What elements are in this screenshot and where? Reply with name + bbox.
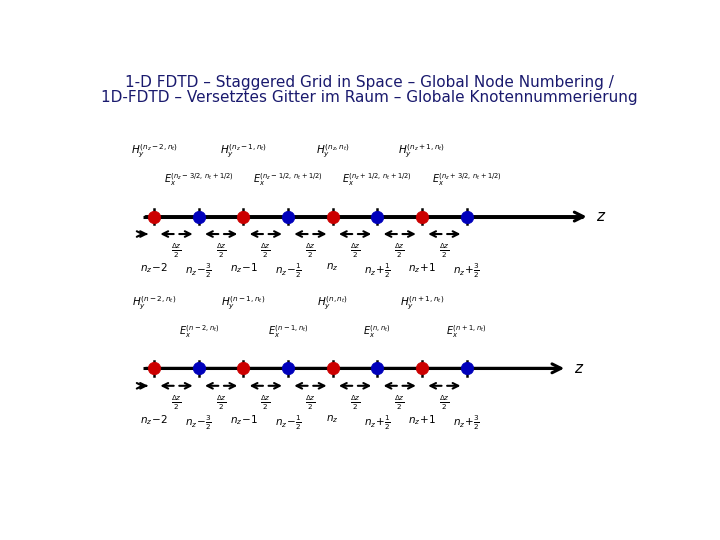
Text: $\frac{\Delta z}{2}$: $\frac{\Delta z}{2}$ bbox=[261, 241, 271, 260]
Text: $H_y^{(n+1,n_t)}$: $H_y^{(n+1,n_t)}$ bbox=[400, 295, 444, 312]
Text: $n_z\!+\!1$: $n_z\!+\!1$ bbox=[408, 261, 436, 275]
Text: $E_x^{(n_z+1/2,\,n_t+1/2)}$: $E_x^{(n_z+1/2,\,n_t+1/2)}$ bbox=[343, 172, 413, 188]
Text: $n_z\!+\!\frac{1}{2}$: $n_z\!+\!\frac{1}{2}$ bbox=[364, 261, 391, 280]
Text: $\frac{\Delta z}{2}$: $\frac{\Delta z}{2}$ bbox=[216, 241, 227, 260]
Text: $n_z\!-\!\frac{3}{2}$: $n_z\!-\!\frac{3}{2}$ bbox=[186, 261, 212, 280]
Text: $\frac{\Delta z}{2}$: $\frac{\Delta z}{2}$ bbox=[439, 241, 450, 260]
Text: $n_z\!-\!2$: $n_z\!-\!2$ bbox=[140, 413, 168, 427]
Text: $\frac{\Delta z}{2}$: $\frac{\Delta z}{2}$ bbox=[395, 241, 405, 260]
Text: $n_z$: $n_z$ bbox=[326, 413, 339, 425]
Text: $E_x^{(n_z-1/2,\,n_t+1/2)}$: $E_x^{(n_z-1/2,\,n_t+1/2)}$ bbox=[253, 172, 323, 188]
Text: $n_z\!-\!\frac{3}{2}$: $n_z\!-\!\frac{3}{2}$ bbox=[186, 413, 212, 431]
Text: 1-D FDTD – Staggered Grid in Space – Global Node Numbering /: 1-D FDTD – Staggered Grid in Space – Glo… bbox=[125, 75, 613, 90]
Text: $\frac{\Delta z}{2}$: $\frac{\Delta z}{2}$ bbox=[439, 393, 450, 411]
Text: $n_z\!+\!1$: $n_z\!+\!1$ bbox=[408, 413, 436, 427]
Text: $H_y^{(n_z,n_t)}$: $H_y^{(n_z,n_t)}$ bbox=[316, 143, 349, 160]
Text: $n_z\!+\!\frac{1}{2}$: $n_z\!+\!\frac{1}{2}$ bbox=[364, 413, 391, 431]
Text: $H_y^{(n,n_t)}$: $H_y^{(n,n_t)}$ bbox=[318, 295, 348, 312]
Text: $\frac{\Delta z}{2}$: $\frac{\Delta z}{2}$ bbox=[350, 393, 361, 411]
Text: $\frac{\Delta z}{2}$: $\frac{\Delta z}{2}$ bbox=[171, 241, 182, 260]
Text: $\frac{\Delta z}{2}$: $\frac{\Delta z}{2}$ bbox=[216, 393, 227, 411]
Text: $E_x^{(n-2,n_t)}$: $E_x^{(n-2,n_t)}$ bbox=[179, 323, 219, 340]
Text: $n_z\!-\!1$: $n_z\!-\!1$ bbox=[230, 261, 257, 275]
Text: $z$: $z$ bbox=[596, 209, 606, 224]
Text: $H_y^{(n_z+1,n_t)}$: $H_y^{(n_z+1,n_t)}$ bbox=[398, 143, 446, 160]
Text: $H_y^{(n-1,n_t)}$: $H_y^{(n-1,n_t)}$ bbox=[221, 295, 266, 312]
Text: $\frac{\Delta z}{2}$: $\frac{\Delta z}{2}$ bbox=[305, 241, 316, 260]
Text: $H_y^{(n-2,n_t)}$: $H_y^{(n-2,n_t)}$ bbox=[132, 295, 176, 312]
Text: $\frac{\Delta z}{2}$: $\frac{\Delta z}{2}$ bbox=[305, 393, 316, 411]
Text: $E_x^{(n_z-3/2,\,n_t+1/2)}$: $E_x^{(n_z-3/2,\,n_t+1/2)}$ bbox=[164, 172, 234, 188]
Text: $n_z\!-\!\frac{1}{2}$: $n_z\!-\!\frac{1}{2}$ bbox=[275, 413, 302, 431]
Text: $\frac{\Delta z}{2}$: $\frac{\Delta z}{2}$ bbox=[171, 393, 182, 411]
Text: $n_z\!-\!2$: $n_z\!-\!2$ bbox=[140, 261, 168, 275]
Text: $\frac{\Delta z}{2}$: $\frac{\Delta z}{2}$ bbox=[350, 241, 361, 260]
Text: $n_z\!+\!\frac{3}{2}$: $n_z\!+\!\frac{3}{2}$ bbox=[454, 261, 480, 280]
Text: $\frac{\Delta z}{2}$: $\frac{\Delta z}{2}$ bbox=[395, 393, 405, 411]
Text: $E_x^{(n+1,n_t)}$: $E_x^{(n+1,n_t)}$ bbox=[446, 323, 487, 340]
Text: $n_z\!+\!\frac{3}{2}$: $n_z\!+\!\frac{3}{2}$ bbox=[454, 413, 480, 431]
Text: $H_y^{(n_z-2,n_t)}$: $H_y^{(n_z-2,n_t)}$ bbox=[130, 143, 178, 160]
Text: $n_z\!-\!\frac{1}{2}$: $n_z\!-\!\frac{1}{2}$ bbox=[275, 261, 302, 280]
Text: $E_x^{(n-1,n_t)}$: $E_x^{(n-1,n_t)}$ bbox=[268, 323, 308, 340]
Text: $E_x^{(n,n_t)}$: $E_x^{(n,n_t)}$ bbox=[364, 323, 391, 340]
Text: 1D-FDTD – Versetztes Gitter im Raum – Globale Knotennummerierung: 1D-FDTD – Versetztes Gitter im Raum – Gl… bbox=[101, 90, 637, 105]
Text: $n_z$: $n_z$ bbox=[326, 261, 339, 273]
Text: $E_x^{(n_z+3/2,\,n_t+1/2)}$: $E_x^{(n_z+3/2,\,n_t+1/2)}$ bbox=[432, 172, 502, 188]
Text: $\frac{\Delta z}{2}$: $\frac{\Delta z}{2}$ bbox=[261, 393, 271, 411]
Text: $z$: $z$ bbox=[574, 361, 584, 376]
Text: $n_z\!-\!1$: $n_z\!-\!1$ bbox=[230, 413, 257, 427]
Text: $H_y^{(n_z-1,n_t)}$: $H_y^{(n_z-1,n_t)}$ bbox=[220, 143, 267, 160]
